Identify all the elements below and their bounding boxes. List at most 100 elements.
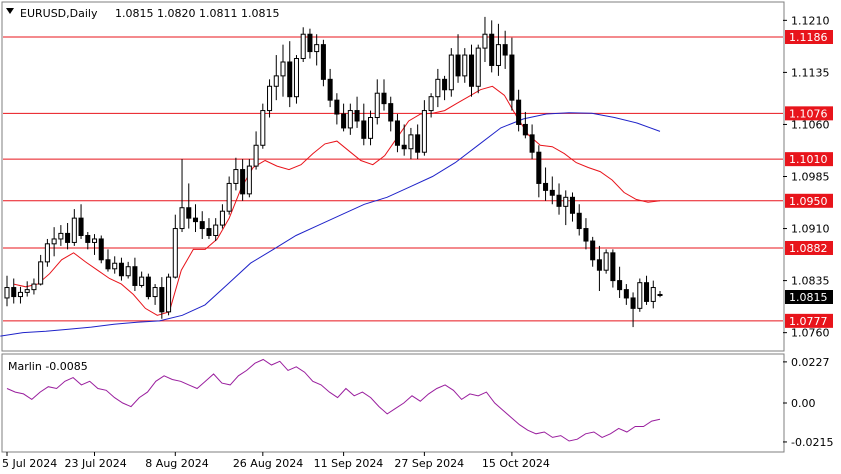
oscillator-line (6, 358, 661, 442)
candle-body (206, 228, 212, 236)
candle-body (381, 92, 387, 105)
level-label: 1.1186 (789, 31, 828, 44)
candle-body (17, 291, 23, 298)
candle-body (529, 134, 535, 153)
candle-body (267, 85, 273, 112)
candle-body (448, 54, 454, 91)
candle-body (287, 61, 293, 98)
level-tag (785, 240, 833, 255)
time-tick-label: 27 Sep 2024 (394, 457, 464, 470)
candle-body (347, 110, 353, 129)
candle-body (536, 151, 542, 184)
candle-body (543, 182, 549, 191)
candle-body (293, 58, 299, 98)
candle-body (307, 33, 313, 53)
candle-body (78, 217, 84, 236)
candle-body (435, 78, 441, 98)
candle-body (65, 232, 71, 243)
collapse-triangle-icon[interactable] (6, 8, 14, 14)
candle-body (145, 276, 151, 298)
candle-body (650, 287, 656, 302)
current-price-label: 1.0815 (789, 291, 828, 304)
indicator-label: Marlin -0.0085 (8, 360, 88, 373)
candle-body (475, 47, 481, 87)
candle-body (623, 289, 629, 299)
candle-body (341, 113, 347, 129)
level-label: 1.0950 (789, 195, 828, 208)
candle-body (139, 276, 145, 286)
candle-body (415, 134, 421, 153)
horizontal-levels: 1.1186 1.1076 1.1010 1.0950 1.0882 1.0777 (3, 30, 833, 328)
candle-body (314, 44, 320, 53)
marlin-line (6, 358, 661, 442)
price-tick-label: 1.1135 (791, 66, 830, 79)
ma-fast-line (13, 85, 661, 316)
candle-body (442, 78, 448, 91)
candle-body (172, 228, 178, 278)
time-tick-label: 5 Jul 2024 (2, 457, 57, 470)
time-tick-label: 11 Sep 2024 (314, 457, 384, 470)
time-tick-label: 8 Aug 2024 (145, 457, 208, 470)
candle-body (253, 144, 259, 167)
candle-body (368, 117, 374, 139)
candle-body (583, 228, 589, 242)
candle-body (644, 282, 650, 302)
price-tick-label: 1.0910 (791, 223, 830, 236)
candle-body (192, 217, 199, 223)
candle-body (125, 266, 131, 277)
time-tick-label: 26 Aug 2024 (233, 457, 303, 470)
candle-body (58, 232, 64, 240)
candle-body (468, 54, 475, 87)
price-panel[interactable] (1, 1, 785, 352)
candle-body (489, 33, 495, 66)
candle-body (300, 33, 306, 60)
candle-body (495, 44, 501, 66)
candle-body (596, 259, 602, 271)
time-tick-label: 23 Jul 2024 (65, 457, 127, 470)
candle-body (354, 110, 360, 122)
level-tag (785, 30, 833, 45)
oscillator-panel[interactable] (1, 353, 785, 453)
time-axis: 5 Jul 2024 23 Jul 2024 8 Aug 2024 26 Aug 20… (2, 452, 550, 470)
osc-tick-label: 0.00 (791, 397, 816, 410)
price-axis: 1.1210 1.1135 1.1060 1.0985 1.0910 1.0835 1.07… (783, 14, 830, 340)
level-tag (785, 152, 833, 167)
candle-body (428, 96, 434, 112)
current-price-tag (785, 290, 833, 304)
level-label: 1.0777 (789, 315, 828, 328)
symbol-label: EURUSD,Daily (20, 7, 98, 20)
level-label: 1.0882 (789, 242, 828, 255)
price-tick-label: 1.0985 (791, 171, 830, 184)
candle-body (112, 262, 118, 270)
candle-body (502, 44, 508, 56)
candle-body (610, 252, 616, 282)
price-tick-label: 1.0835 (791, 275, 830, 288)
candle-body (327, 78, 333, 101)
osc-tick-label: -0.0215 (791, 436, 833, 449)
candle-body (199, 221, 205, 230)
price-tick-label: 1.0760 (791, 327, 830, 340)
candle-body (219, 210, 225, 226)
level-label: 1.1076 (789, 107, 828, 120)
candle-body (280, 61, 286, 77)
candle-body (186, 207, 192, 219)
candle-body (603, 252, 609, 271)
candle-body (31, 283, 37, 291)
ma-slow-line (0, 112, 661, 337)
candle-body (421, 110, 427, 153)
candle-body (509, 54, 515, 101)
candle-body (118, 262, 124, 277)
candle-body (556, 194, 562, 207)
candle-body (152, 287, 158, 298)
candle-body (260, 110, 266, 146)
candle-body (11, 287, 17, 298)
candle-body (4, 287, 10, 299)
price-tick-label: 1.1210 (791, 14, 830, 27)
candle-body (166, 276, 172, 313)
candle-body (91, 238, 98, 243)
candle-body (563, 196, 569, 207)
osc-tick-label: 0.0227 (791, 356, 830, 369)
oscillator-axis: 0.0227 0.00 -0.0215 (783, 356, 833, 449)
candle-body (132, 266, 138, 286)
